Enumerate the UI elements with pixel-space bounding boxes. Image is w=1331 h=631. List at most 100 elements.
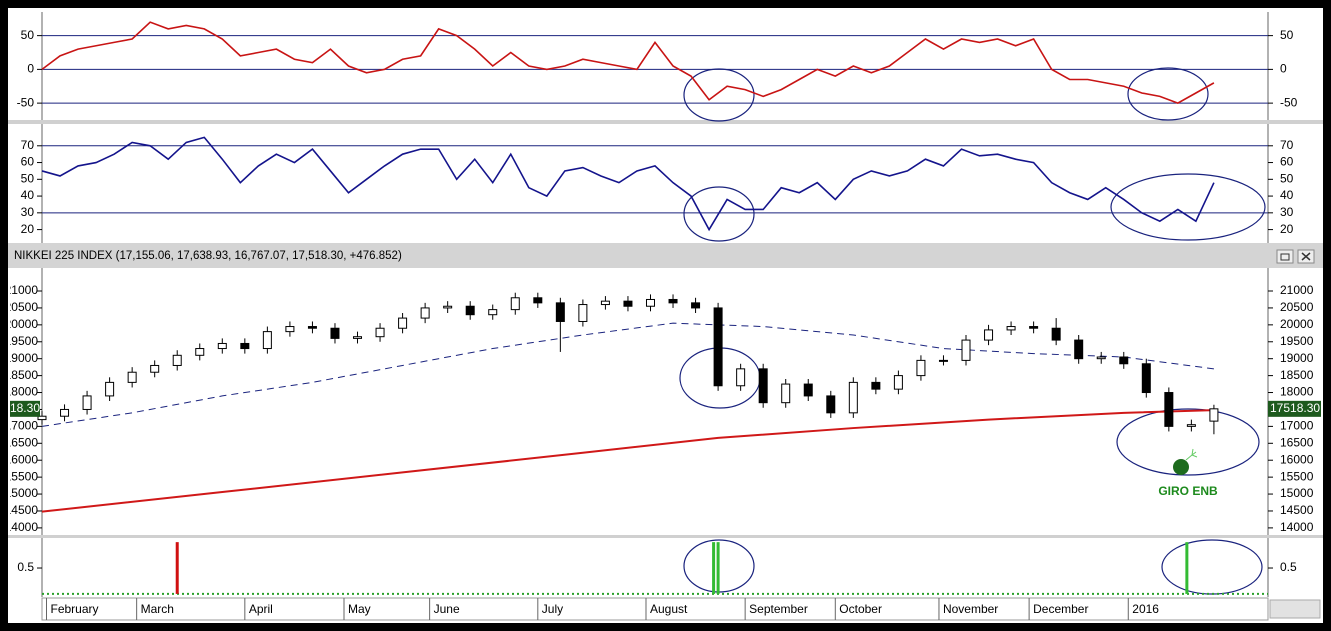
candle-body	[443, 305, 453, 309]
candle-body	[713, 307, 723, 387]
header-bar	[8, 243, 1323, 268]
candle-body	[758, 368, 768, 404]
x-tick-label: July	[542, 602, 563, 616]
candle-body	[37, 415, 47, 421]
x-tick-label: August	[650, 602, 688, 616]
candle-body	[510, 297, 520, 311]
candle-body	[60, 408, 70, 417]
candle-body	[803, 383, 813, 397]
y-tick-label: 20500	[1280, 300, 1314, 314]
candle-body	[555, 302, 565, 322]
candle-body	[600, 300, 610, 306]
candle-body	[826, 395, 836, 414]
line-series	[41, 136, 1215, 232]
candle-body	[465, 305, 475, 316]
y-tick-label: 17000	[1280, 419, 1314, 433]
candle-body	[1119, 356, 1129, 365]
y-tick-label: 21000	[1280, 283, 1314, 297]
candle-body	[781, 383, 791, 404]
candle-body	[1006, 326, 1016, 331]
line-series	[41, 409, 1214, 513]
y-tick-label: 30	[1280, 205, 1294, 219]
restore-icon	[1280, 253, 1290, 261]
y-tick-label: 18500	[1280, 368, 1314, 382]
candle-body	[375, 327, 385, 338]
candle-body	[645, 298, 655, 307]
candle-body	[1186, 424, 1196, 427]
y-tick-label: 19500	[5, 334, 39, 348]
candle-body	[353, 336, 363, 339]
y-tick-label: 15000	[5, 486, 39, 500]
y-tick-label: 0	[27, 62, 34, 76]
candle-body	[488, 309, 498, 316]
candle-body	[961, 339, 971, 361]
y-tick-label: 20500	[5, 300, 39, 314]
ellipse	[683, 186, 755, 242]
candle-body	[1029, 326, 1039, 329]
x-tick-label: June	[434, 602, 460, 616]
y-tick-label: 19500	[1280, 334, 1314, 348]
candle-body	[1051, 327, 1061, 341]
close-icon	[1301, 252, 1311, 261]
y-tick-label: 60	[21, 155, 35, 169]
candle-body	[398, 317, 408, 329]
y-tick-label: 50	[21, 171, 35, 185]
y-tick-label: 15000	[1280, 486, 1314, 500]
price-tag-label: 17518.30	[1270, 401, 1320, 415]
candle-body	[105, 381, 115, 397]
x-axis-strip	[41, 597, 1269, 621]
bar	[712, 542, 716, 594]
y-tick-label: -50	[1280, 95, 1298, 109]
y-tick-label: 50	[1280, 171, 1294, 185]
candle-body	[307, 326, 317, 329]
bar	[716, 542, 720, 594]
candle-body	[172, 354, 182, 366]
x-tick-label: May	[348, 602, 371, 616]
line-series	[41, 21, 1215, 105]
y-tick-label: 21000	[5, 283, 39, 297]
candle-body	[533, 297, 543, 304]
price-tag	[1268, 400, 1321, 417]
y-tick-label: 0	[1280, 62, 1287, 76]
x-tick-label: February	[51, 602, 99, 616]
y-tick-label: 40	[21, 188, 35, 202]
restore-button[interactable]	[1276, 249, 1294, 264]
candle-body	[330, 327, 340, 339]
y-tick-label: 70	[1280, 138, 1294, 152]
x-tick-label: March	[141, 602, 174, 616]
candle-body	[1164, 392, 1174, 427]
y-tick-label: 20	[21, 222, 35, 236]
candle-body	[285, 326, 295, 333]
scrollbar[interactable]	[1269, 599, 1321, 619]
y-tick-label: 30	[21, 205, 35, 219]
candle-body	[1141, 363, 1151, 394]
y-tick-label: 16000	[1280, 452, 1314, 466]
pane-separator	[8, 120, 1323, 124]
y-tick-label: 14500	[5, 503, 39, 517]
candle-body	[578, 304, 588, 322]
y-tick-label: 20000	[5, 317, 39, 331]
y-tick-label: 20	[1280, 222, 1294, 236]
y-tick-label: 19000	[5, 351, 39, 365]
candle-body	[150, 364, 160, 373]
candle-body	[240, 342, 250, 350]
y-tick-label: 70	[21, 138, 35, 152]
candle-body	[668, 298, 678, 304]
candle-body	[82, 395, 92, 410]
x-tick-label: November	[943, 602, 998, 616]
candle-body	[893, 375, 903, 390]
y-tick-label: 16500	[1280, 435, 1314, 449]
candle-body	[127, 371, 137, 383]
ellipse	[1127, 67, 1209, 121]
annotation: GIRO ENB	[1158, 484, 1218, 498]
y-tick-label: 16500	[5, 435, 39, 449]
x-tick-label: April	[249, 602, 273, 616]
candle-body	[848, 381, 858, 414]
canvas	[8, 8, 1323, 623]
y-tick-label: 14000	[1280, 520, 1314, 534]
bar	[1185, 542, 1189, 594]
y-tick-label: 17000	[5, 419, 39, 433]
candle-body	[691, 302, 701, 309]
candle-body	[217, 342, 227, 350]
